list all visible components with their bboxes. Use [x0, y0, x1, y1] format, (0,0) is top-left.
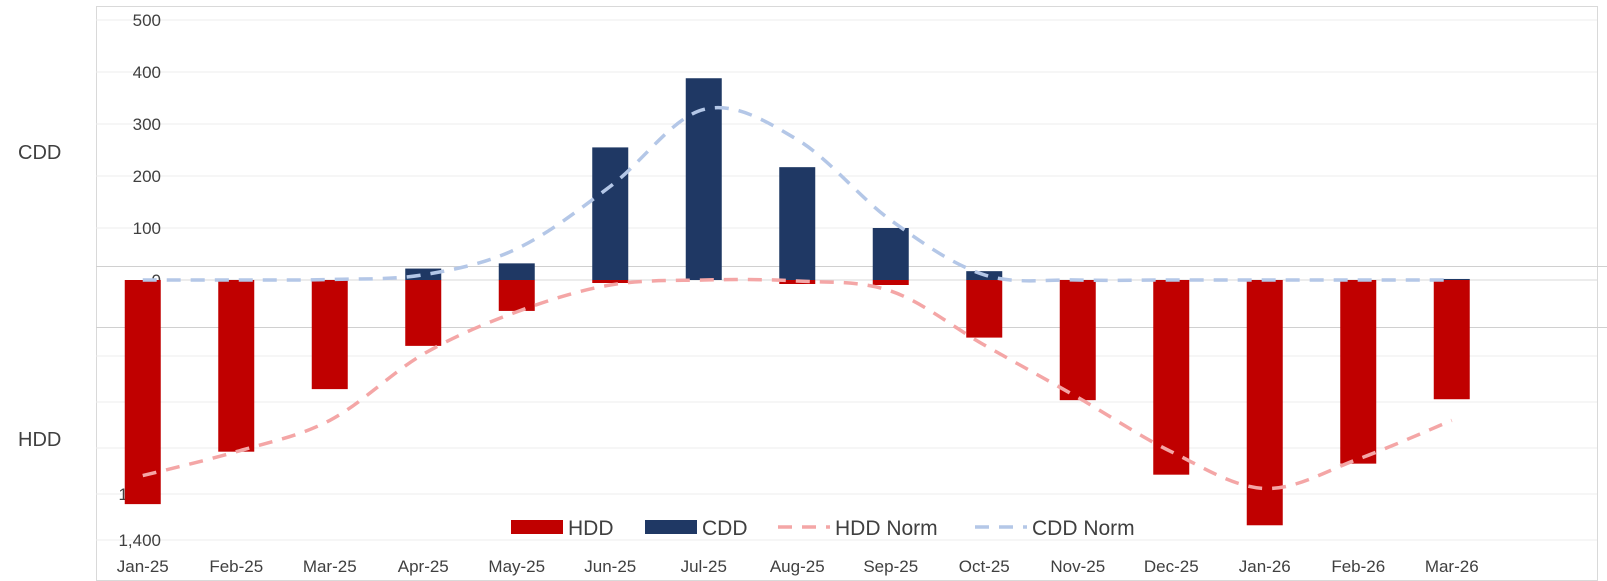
- x-tick-label: Jan-25: [117, 557, 169, 576]
- hdd-bar: [498, 280, 535, 311]
- cdd-tick-label: 400: [133, 63, 161, 82]
- cdd-tick-label: 200: [133, 167, 161, 186]
- cdd-bar: [872, 228, 909, 280]
- bars: [124, 78, 1470, 526]
- x-tick-label: Apr-25: [398, 557, 449, 576]
- hdd-bar: [1059, 280, 1096, 401]
- hdd-bar: [311, 280, 348, 390]
- hdd-bar: [592, 280, 629, 283]
- legend-swatch: [645, 520, 697, 534]
- hdd-bar: [124, 280, 161, 505]
- x-tick-label: Dec-25: [1144, 557, 1199, 576]
- cdd-tick-label: 500: [133, 11, 161, 30]
- hdd-bar: [1340, 280, 1377, 464]
- x-tick-label: Jul-25: [681, 557, 727, 576]
- cdd-bar: [779, 167, 816, 280]
- cdd-bar: [685, 78, 722, 281]
- cdd-tick-label: 100: [133, 219, 161, 238]
- cdd-bar: [405, 268, 442, 280]
- x-tick-label: May-25: [488, 557, 545, 576]
- hdd-bar: [872, 280, 909, 285]
- cdd-bar: [592, 147, 629, 280]
- x-tick-label: Jan-26: [1239, 557, 1291, 576]
- x-tick-label: Jun-25: [584, 557, 636, 576]
- hdd-bar: [966, 280, 1003, 338]
- x-tick-label: Sep-25: [863, 557, 918, 576]
- x-tick-label: Mar-26: [1425, 557, 1479, 576]
- hdd-bar: [1433, 280, 1470, 400]
- x-tick-label: Feb-26: [1331, 557, 1385, 576]
- hdd-tick-label: 1,400: [118, 531, 161, 550]
- legend-label: CDD: [702, 517, 748, 540]
- legend: HDD CDD HDD Norm CDD Norm: [511, 517, 1135, 540]
- legend-label: HDD Norm: [835, 517, 938, 540]
- hdd-bar: [405, 280, 442, 346]
- hdd-norm-line: [142, 277, 1453, 491]
- x-tick-label: Mar-25: [303, 557, 357, 576]
- cdd-bar: [498, 263, 535, 280]
- legend-swatch: [511, 520, 563, 534]
- hdd-axis-label: HDD: [18, 429, 61, 451]
- cdd-axis-label: CDD: [18, 142, 61, 164]
- legend-label: HDD: [568, 517, 614, 540]
- cdd-tick-label: 300: [133, 115, 161, 134]
- x-tick-label: Oct-25: [959, 557, 1010, 576]
- cdd-norm-line: [142, 105, 1452, 283]
- hdd-bar: [1246, 280, 1283, 526]
- x-tick-label: Aug-25: [770, 557, 825, 576]
- x-axis-ticks: Jan-25 Feb-25 Mar-25 Apr-25 May-25 Jun-25 Jul-…: [117, 557, 1479, 576]
- x-tick-label: Feb-25: [209, 557, 263, 576]
- cdd-bar: [1433, 278, 1470, 280]
- norm-lines: [142, 105, 1453, 491]
- x-tick-label: Nov-25: [1050, 557, 1105, 576]
- hdd-bar: [1153, 280, 1190, 475]
- legend-label: CDD Norm: [1032, 517, 1135, 540]
- hdd-bar: [218, 280, 255, 452]
